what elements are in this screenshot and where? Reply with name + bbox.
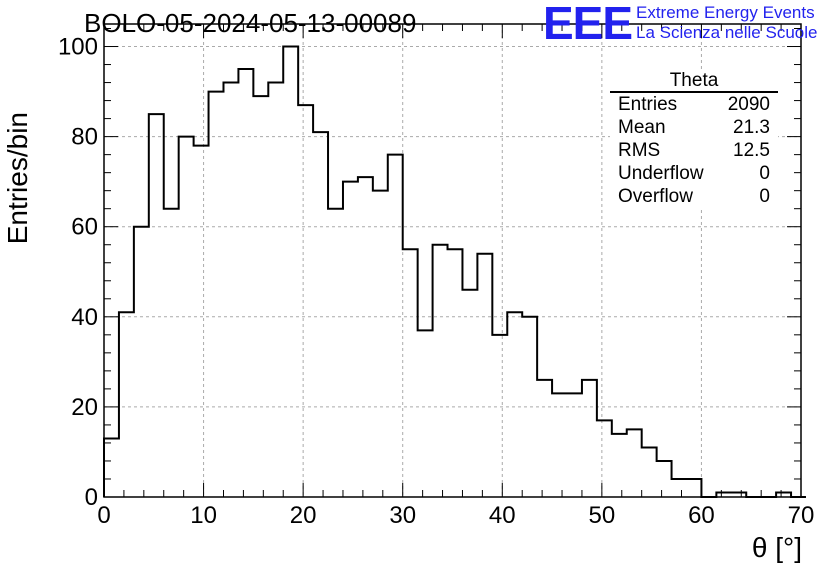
histogram-bin [104, 438, 119, 497]
histogram-bin [657, 461, 672, 497]
histogram-bin [477, 254, 492, 497]
y-tick-label: 60 [71, 214, 98, 241]
histogram-bin [373, 191, 388, 497]
logo-line-1: Extreme Energy Events [636, 3, 815, 22]
stats-row-underflow: Underflow 0 [610, 162, 778, 185]
chart-title: BOLO-05-2024-05-13-00089 [84, 8, 417, 38]
histogram-bin [537, 380, 552, 497]
histogram-bin [119, 312, 134, 497]
eee-logo-mark: EEE [543, 0, 633, 49]
stats-label: Underflow [618, 163, 704, 184]
histogram-bin [298, 105, 313, 497]
stats-label: Mean [618, 117, 666, 138]
x-tick-label: 0 [97, 502, 110, 529]
stats-row-overflow: Overflow 0 [610, 185, 778, 208]
histogram-bin [209, 92, 224, 497]
histogram-bin [627, 429, 642, 497]
stats-value: 0 [759, 186, 770, 207]
histogram-bin [328, 209, 343, 497]
histogram-bin [582, 380, 597, 497]
histogram-bin [448, 249, 463, 497]
y-tick-label: 80 [71, 124, 98, 151]
histogram-bin [597, 420, 612, 497]
histogram-bin [507, 312, 522, 497]
histogram-bin [612, 434, 627, 497]
stats-value: 2090 [727, 94, 770, 115]
histogram-bin [223, 83, 238, 497]
x-tick-label: 70 [788, 502, 815, 529]
histogram-bin [642, 447, 657, 497]
stats-title: Theta [610, 70, 778, 93]
stats-value: 12.5 [733, 140, 770, 161]
histogram-bin [164, 209, 179, 497]
histogram-bin [179, 137, 194, 497]
histogram-bin [268, 83, 283, 497]
y-tick-label: 0 [85, 484, 98, 511]
stats-value: 0 [759, 163, 770, 184]
x-tick-label: 10 [190, 502, 217, 529]
stats-row-mean: Mean 21.3 [610, 116, 778, 139]
histogram-bin [492, 335, 507, 497]
stats-value: 21.3 [733, 117, 770, 138]
plot-frame [103, 23, 802, 498]
stats-label: RMS [618, 140, 661, 161]
histogram-bin [253, 96, 268, 497]
y-axis-label: Entries/bin [2, 112, 33, 245]
histogram-bin [403, 249, 418, 497]
histogram-bin [462, 290, 477, 497]
logo-line-2: La Scienza nelle Scuole [636, 23, 818, 42]
histogram-bin [149, 114, 164, 497]
x-tick-label: 20 [290, 502, 317, 529]
histogram-bin [433, 245, 448, 497]
histogram-bin [313, 132, 328, 497]
histogram-bin [238, 69, 253, 497]
x-tick-label: 40 [489, 502, 516, 529]
x-tick-label: 60 [688, 502, 715, 529]
histogram-bin [134, 227, 149, 497]
histogram-bin [194, 146, 209, 497]
stats-row-entries: Entries 2090 [610, 93, 778, 116]
stats-row-rms: RMS 12.5 [610, 139, 778, 162]
y-tick-label: 40 [71, 304, 98, 331]
histogram-bin [686, 479, 701, 497]
x-tick-label: 50 [589, 502, 616, 529]
stats-label: Overflow [618, 186, 693, 207]
histogram-bin [283, 47, 298, 497]
histogram-bin [343, 182, 358, 497]
eee-logo-text: Extreme Energy Events La Scienza nelle S… [636, 3, 817, 43]
y-tick-label: 20 [71, 394, 98, 421]
stats-label: Entries [618, 94, 678, 115]
histogram-bin [388, 155, 403, 497]
y-tick-label: 100 [58, 34, 98, 61]
stats-box: Theta Entries 2090 Mean 21.3 RMS 12.5 Un… [610, 70, 778, 208]
histogram-bin [672, 479, 687, 497]
histogram-bin [418, 330, 433, 497]
x-axis-label: θ [°] [751, 532, 802, 563]
x-tick-label: 30 [389, 502, 416, 529]
histogram-bin [567, 393, 582, 497]
histogram-bin [358, 177, 373, 497]
histogram-series [103, 45, 806, 498]
histogram-bin [552, 393, 567, 497]
